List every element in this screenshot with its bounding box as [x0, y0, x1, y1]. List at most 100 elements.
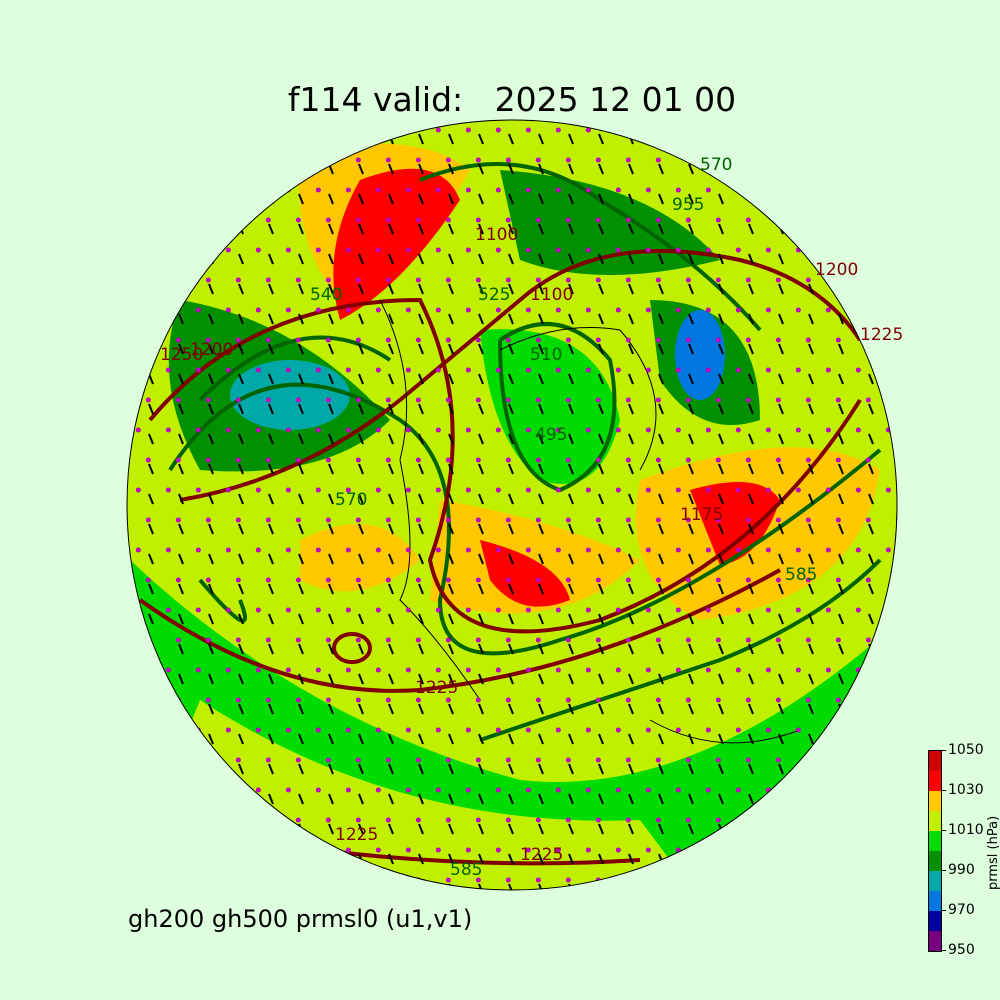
wind-point	[345, 547, 351, 553]
wind-dash	[268, 163, 274, 175]
colorbar-tick: 1030	[941, 782, 984, 798]
wind-point	[745, 397, 751, 403]
wind-point	[705, 727, 711, 733]
wind-dash	[178, 853, 184, 865]
wind-point	[715, 517, 721, 523]
wind-point	[645, 367, 651, 373]
wind-point	[205, 157, 211, 163]
wind-point	[895, 817, 897, 823]
wind-point	[895, 577, 897, 583]
wind-point	[835, 877, 841, 883]
wind-point	[585, 607, 591, 613]
wind-point	[355, 577, 361, 583]
wind-point	[295, 577, 301, 583]
wind-dash	[298, 703, 304, 715]
wind-point	[465, 367, 471, 373]
wind-dash	[358, 433, 364, 445]
wind-dash	[358, 883, 364, 890]
wind-dash	[448, 703, 454, 715]
wind-dash	[718, 553, 724, 565]
wind-point	[325, 637, 331, 643]
wind-point	[145, 457, 151, 463]
wind-dash	[899, 794, 903, 804]
wind-dash	[238, 883, 244, 890]
wind-dash	[899, 404, 903, 414]
wind-dash	[718, 433, 724, 445]
wind-dash	[268, 883, 274, 890]
wind-point	[445, 397, 451, 403]
wind-point	[645, 187, 651, 193]
wind-point	[315, 487, 321, 493]
wind-dash	[418, 583, 424, 595]
wind-point	[355, 457, 361, 463]
wind-point	[405, 187, 411, 193]
wind-point	[685, 637, 691, 643]
wind-dash	[688, 283, 694, 295]
wind-dash	[238, 673, 244, 685]
wind-point	[615, 247, 621, 253]
wind-point	[735, 787, 741, 793]
wind-dash	[838, 493, 844, 505]
wind-dash	[838, 733, 844, 745]
wind-point	[145, 577, 151, 583]
wind-point	[285, 367, 291, 373]
wind-dash	[448, 133, 454, 145]
wind-dash	[148, 613, 154, 625]
wind-point	[705, 607, 711, 613]
wind-dash	[178, 553, 184, 565]
wind-point	[595, 637, 601, 643]
wind-point	[435, 487, 441, 493]
wind-point	[675, 427, 681, 433]
wind-point	[655, 457, 661, 463]
wind-dash	[899, 464, 903, 474]
wind-point	[205, 697, 211, 703]
colorbar-band	[929, 771, 941, 791]
wind-dash	[208, 403, 214, 415]
wind-point	[145, 757, 151, 763]
wind-point	[195, 187, 201, 193]
wind-dash	[148, 553, 154, 565]
wind-point	[825, 247, 831, 253]
wind-point	[505, 277, 511, 283]
wind-point	[555, 727, 561, 733]
wind-point	[195, 307, 201, 313]
wind-point	[205, 457, 211, 463]
wind-point	[565, 697, 571, 703]
wind-dash	[718, 343, 724, 355]
wind-point	[565, 877, 571, 883]
wind-point	[235, 217, 241, 223]
wind-point	[255, 367, 261, 373]
wind-point	[565, 397, 571, 403]
wind-dash	[148, 403, 154, 415]
wind-dash	[568, 133, 574, 145]
wind-dash	[628, 883, 634, 890]
wind-dash	[748, 433, 754, 445]
wind-point	[495, 727, 501, 733]
wind-dash	[748, 583, 754, 595]
wind-dash	[538, 133, 544, 145]
wind-point	[285, 847, 291, 853]
wind-dash	[658, 313, 664, 325]
wind-point	[625, 397, 631, 403]
wind-point	[375, 847, 381, 853]
wind-point	[505, 217, 511, 223]
wind-point	[285, 307, 291, 313]
wind-dash	[178, 613, 184, 625]
wind-dash	[448, 793, 454, 805]
wind-dash	[268, 643, 274, 655]
wind-dash	[238, 433, 244, 445]
wind-point	[475, 637, 481, 643]
wind-point	[535, 517, 541, 523]
wind-point	[705, 247, 711, 253]
wind-dash	[688, 643, 694, 655]
wind-dash	[148, 673, 154, 685]
wind-point	[765, 247, 771, 253]
wind-dash	[598, 463, 604, 475]
wind-dash	[808, 853, 814, 865]
wind-dash	[838, 793, 844, 805]
wind-point	[135, 547, 141, 553]
wind-point	[685, 337, 691, 343]
wind-dash	[838, 463, 844, 475]
wind-point	[765, 547, 771, 553]
wind-point	[225, 187, 231, 193]
